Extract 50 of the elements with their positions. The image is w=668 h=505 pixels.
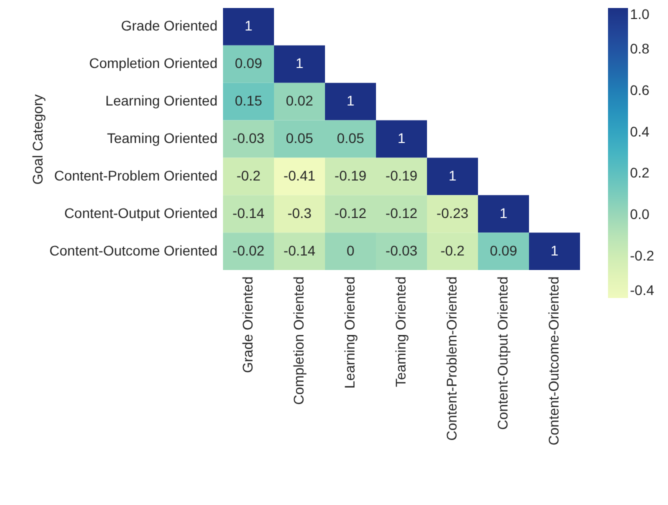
data-label: -0.03 <box>232 130 265 146</box>
data-label: -0.12 <box>386 204 418 221</box>
x-tick-label: Teaming Oriented <box>392 276 408 388</box>
data-label: -0.19 <box>334 167 367 184</box>
color-bar-label: 0.4 <box>630 123 650 140</box>
x-tick-label: Learning Oriented <box>342 276 358 389</box>
color-bar-label: -0.2 <box>630 248 654 264</box>
data-label: -0.2 <box>236 167 261 184</box>
data-label: -0.3 <box>287 204 312 221</box>
color-bar-label: 1.0 <box>630 6 650 22</box>
data-label: 1 <box>550 242 559 258</box>
data-label: 1 <box>244 18 253 34</box>
data-label: 0.05 <box>336 130 364 146</box>
data-label: -0.2 <box>440 242 465 258</box>
data-label: -0.02 <box>232 242 265 258</box>
y-axis-title: Goal Category <box>29 94 46 185</box>
data-label: 1 <box>398 130 406 146</box>
y-tick-label: Content-Problem Oriented <box>54 167 218 184</box>
data-label: 0.15 <box>234 92 262 109</box>
data-label: -0.23 <box>436 204 469 221</box>
data-label: 0.05 <box>286 130 314 146</box>
y-tick-label: Content-Output Oriented <box>64 204 218 221</box>
color-bar-label: 0.2 <box>630 164 650 181</box>
x-tick-label: Content-Output Oriented <box>494 276 510 430</box>
y-tick-label: Learning Oriented <box>105 92 218 109</box>
data-label: 1 <box>346 92 355 109</box>
data-label: 1 <box>448 167 457 184</box>
data-label: -0.03 <box>386 242 418 258</box>
data-label: -0.14 <box>284 242 316 258</box>
color-bar-label: 0.8 <box>630 40 650 56</box>
data-label: -0.41 <box>284 167 316 184</box>
data-label: -0.12 <box>334 204 367 221</box>
color-bar-label: -0.4 <box>630 282 654 298</box>
data-label: 0.09 <box>234 55 262 72</box>
data-label: 1 <box>500 204 508 221</box>
data-label: -0.19 <box>386 167 418 184</box>
color-bar-label: 0.0 <box>630 206 650 222</box>
color-bar-label: 0.6 <box>630 82 650 98</box>
y-tick-label: Content-Outcome Oriented <box>49 242 218 258</box>
y-tick-label: Completion Oriented <box>89 55 218 72</box>
y-tick-label: Teaming Oriented <box>106 130 218 146</box>
data-label: 0.02 <box>286 92 314 109</box>
data-label: 0.09 <box>490 242 518 258</box>
y-tick-label: Grade Oriented <box>121 18 218 34</box>
data-label: 0 <box>346 242 355 258</box>
data-label: 1 <box>296 55 304 72</box>
x-tick-label: Content-Problem-Oriented <box>444 276 460 441</box>
x-tick-label: Content-Outcome-Oriented <box>546 276 562 446</box>
x-tick-label: Completion Oriented <box>290 276 306 405</box>
data-label: -0.14 <box>232 204 265 221</box>
